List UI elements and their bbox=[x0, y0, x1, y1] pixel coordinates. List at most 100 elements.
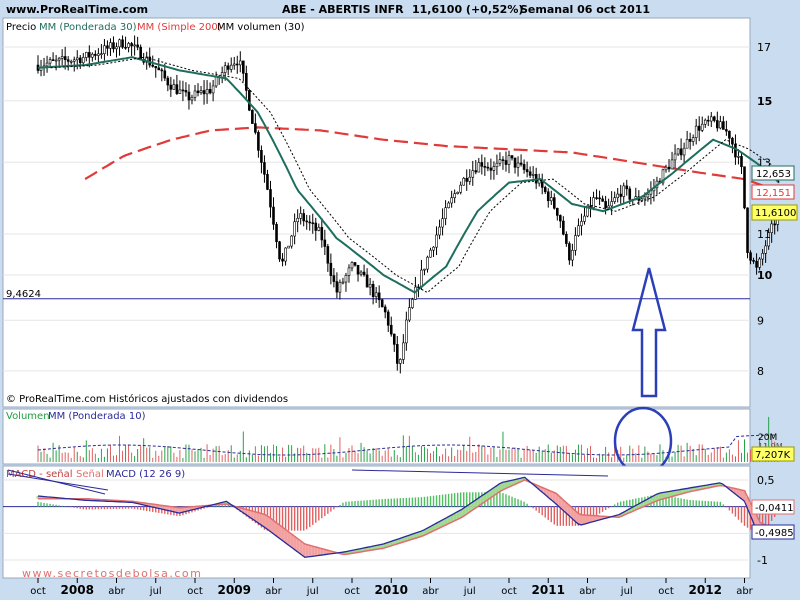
price-candle-body bbox=[399, 359, 402, 364]
price-candle-body bbox=[725, 129, 728, 132]
x-tick-label: jul bbox=[620, 586, 633, 597]
price-candle-body bbox=[121, 39, 124, 48]
ma200-value-box: 12,151 bbox=[751, 184, 795, 200]
price-candle-body bbox=[565, 233, 568, 244]
price-candle-body bbox=[54, 59, 58, 62]
price-candle-body bbox=[251, 109, 254, 124]
volume-last-box: 7,207K bbox=[751, 446, 795, 462]
legend-macd-params: MACD (12 26 9) bbox=[106, 469, 185, 480]
price-panel: Precio MM (Ponderada 30) MM (Simple 200)… bbox=[2, 17, 798, 408]
header-site[interactable]: www.ProRealTime.com bbox=[6, 3, 148, 16]
price-candle-body bbox=[552, 197, 556, 209]
price-candle-body bbox=[486, 166, 490, 169]
price-candle-body bbox=[45, 62, 49, 67]
price-candle-body bbox=[193, 90, 197, 98]
price-candle-body bbox=[682, 147, 686, 156]
price-candle-body bbox=[78, 57, 82, 64]
price-candle-body bbox=[571, 249, 574, 261]
price-candle-body bbox=[420, 269, 423, 288]
x-tick-label: 2011 bbox=[532, 583, 565, 597]
price-candle-body bbox=[598, 197, 601, 200]
price-candle-body bbox=[546, 191, 550, 202]
price-candle-body bbox=[450, 197, 453, 204]
price-candle-body bbox=[468, 176, 472, 182]
price-candle-body bbox=[81, 57, 85, 64]
price-candle-body bbox=[392, 333, 396, 345]
volume-panel: Volumen MM (Ponderada 10) 20M 11,9M 7,20… bbox=[2, 406, 795, 476]
price-candle-body bbox=[166, 77, 170, 86]
price-candle-body bbox=[601, 198, 604, 202]
price-candle-body bbox=[229, 64, 233, 70]
price-candle-body bbox=[151, 64, 155, 67]
last-price-box: 11,6100 bbox=[751, 204, 798, 221]
price-grid bbox=[3, 46, 750, 372]
price-candle-body bbox=[761, 253, 764, 260]
macd-lines bbox=[37, 476, 780, 558]
price-candle-body bbox=[320, 227, 324, 241]
price-candle-body bbox=[706, 119, 710, 122]
price-candle-body bbox=[740, 156, 743, 168]
price-candle-body bbox=[613, 197, 616, 202]
macd-signal-value-box: -0,0411 bbox=[751, 499, 795, 515]
svg-text:11,6100: 11,6100 bbox=[755, 208, 796, 219]
price-candle-body bbox=[752, 260, 755, 262]
price-candle-body bbox=[254, 123, 257, 133]
copyright-note: © ProRealTime.com Históricos ajustados c… bbox=[6, 393, 288, 405]
price-candle-body bbox=[257, 132, 260, 151]
x-tick-label: jul bbox=[463, 586, 476, 597]
price-candle-body bbox=[483, 166, 487, 168]
price-candle-body bbox=[51, 59, 55, 61]
price-candle-body bbox=[619, 193, 623, 197]
price-candles bbox=[36, 35, 780, 374]
price-candle-body bbox=[625, 185, 629, 190]
price-candle-body bbox=[737, 156, 740, 158]
price-candle-body bbox=[371, 283, 375, 297]
price-candle-body bbox=[616, 193, 619, 198]
legend-volume: Volumen bbox=[6, 411, 50, 422]
price-candle-body bbox=[248, 90, 251, 111]
price-candle-body bbox=[290, 235, 293, 247]
price-candle-body bbox=[332, 275, 336, 282]
price-candle-body bbox=[408, 307, 411, 321]
price-candle-body bbox=[175, 84, 179, 94]
price-candle-body bbox=[441, 218, 444, 228]
price-candle-body bbox=[118, 39, 121, 48]
volume-ma-line bbox=[37, 434, 776, 456]
price-candle-body bbox=[646, 193, 650, 198]
price-candle-body bbox=[235, 63, 239, 66]
x-axis: oct 2008 abr jul oct 2009 abr jul oct 2010 abr jul o… bbox=[30, 578, 754, 597]
price-candle-body bbox=[383, 306, 387, 313]
price-candle-body bbox=[525, 169, 529, 173]
price-candle-body bbox=[386, 311, 390, 326]
price-candle-body bbox=[562, 220, 565, 235]
price-candle-body bbox=[296, 218, 299, 223]
price-candle-body bbox=[697, 125, 701, 131]
header-period: Semanal 06 oct 2011 bbox=[520, 3, 650, 16]
macd-panel-bg bbox=[2, 465, 751, 579]
x-tick-label: oct bbox=[30, 586, 46, 597]
price-candle-body bbox=[72, 59, 76, 62]
price-candle-body bbox=[211, 85, 215, 94]
price-candle-body bbox=[429, 249, 432, 258]
price-candle-body bbox=[374, 292, 378, 297]
price-candle-body bbox=[607, 205, 610, 209]
price-candle-body bbox=[444, 207, 447, 219]
price-candle-body bbox=[75, 57, 79, 61]
price-candle-body bbox=[130, 43, 133, 47]
x-tick-label: oct bbox=[501, 586, 517, 597]
price-candle-body bbox=[716, 120, 719, 129]
price-candle-body bbox=[178, 89, 182, 94]
price-candle-body bbox=[549, 197, 553, 202]
price-candle-body bbox=[196, 90, 200, 93]
legend-signal: Señal bbox=[76, 469, 104, 480]
ma-dotted-path bbox=[50, 56, 780, 294]
price-candle-body bbox=[495, 162, 499, 167]
price-candle-body bbox=[516, 162, 520, 168]
x-tick-label: 2012 bbox=[689, 583, 722, 597]
price-candle-body bbox=[338, 282, 342, 293]
macd-trendline-2 bbox=[7, 473, 109, 491]
price-candle-body bbox=[462, 177, 466, 186]
price-candle-body bbox=[190, 96, 194, 101]
price-tick-label: 9 bbox=[757, 314, 764, 327]
price-candle-body bbox=[568, 243, 571, 261]
